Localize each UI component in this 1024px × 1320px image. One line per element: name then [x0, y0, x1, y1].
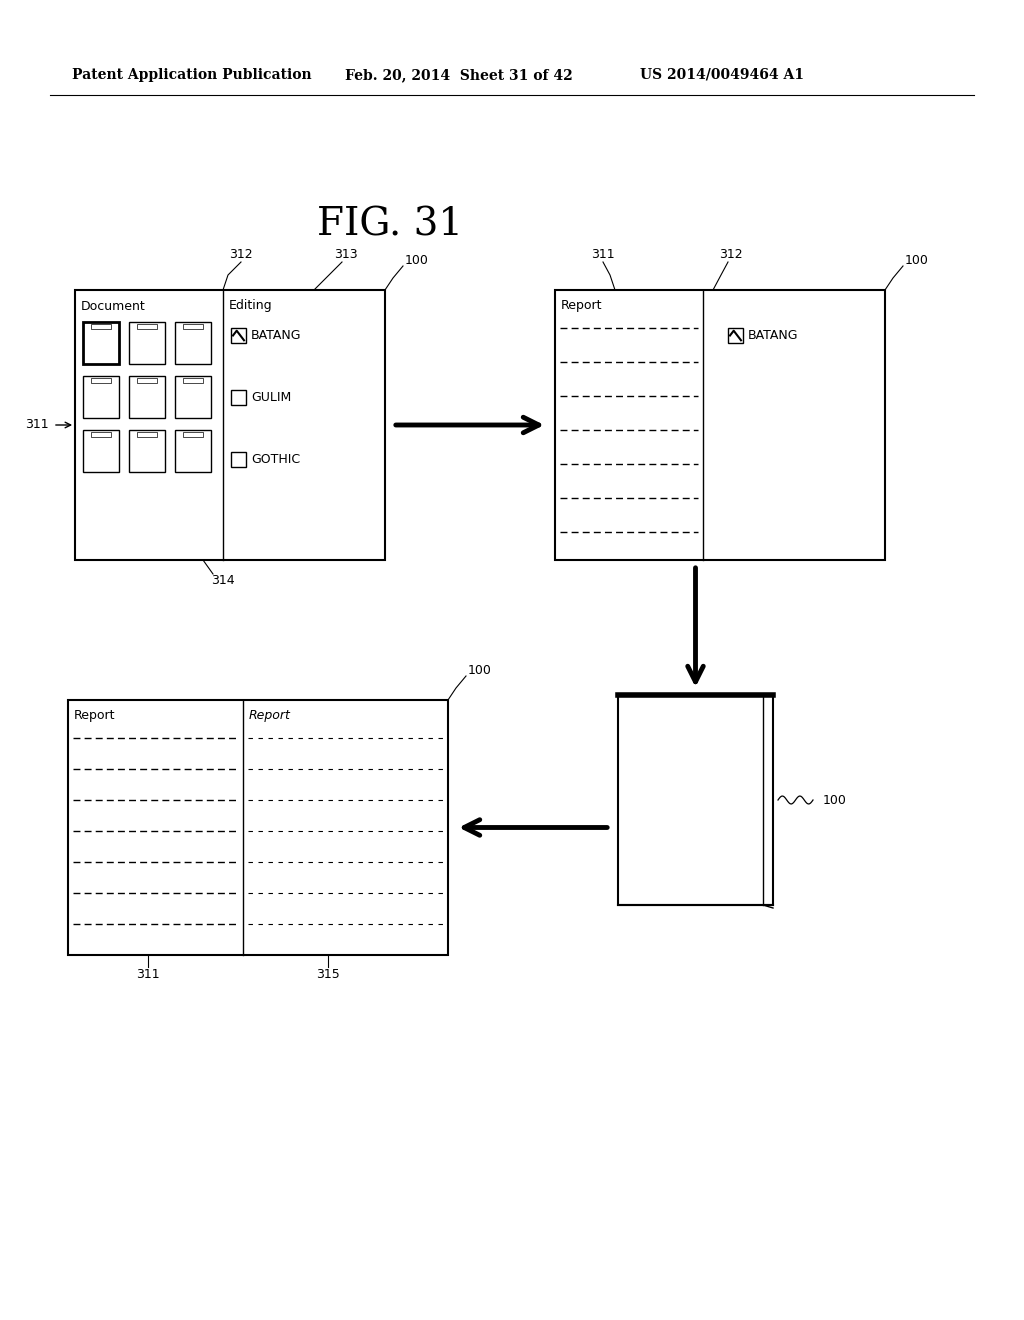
- Bar: [137, 432, 157, 437]
- Bar: [75, 290, 385, 560]
- Text: BATANG: BATANG: [251, 329, 301, 342]
- Bar: [83, 376, 119, 418]
- Text: 311: 311: [136, 969, 160, 982]
- Bar: [129, 430, 165, 473]
- Bar: [83, 322, 119, 364]
- Bar: [231, 451, 246, 467]
- Bar: [175, 430, 211, 473]
- Text: BATANG: BATANG: [748, 329, 799, 342]
- Text: GULIM: GULIM: [251, 391, 291, 404]
- Text: 312: 312: [229, 248, 253, 260]
- Text: 312: 312: [719, 248, 742, 260]
- Text: US 2014/0049464 A1: US 2014/0049464 A1: [640, 69, 804, 82]
- Text: Report: Report: [249, 710, 291, 722]
- Bar: [183, 323, 203, 329]
- Bar: [183, 378, 203, 383]
- Bar: [175, 376, 211, 418]
- Text: Patent Application Publication: Patent Application Publication: [72, 69, 311, 82]
- Bar: [231, 327, 246, 343]
- Text: FIG. 31: FIG. 31: [317, 206, 463, 243]
- Bar: [555, 290, 885, 560]
- Bar: [137, 323, 157, 329]
- Bar: [728, 327, 743, 343]
- Bar: [83, 430, 119, 473]
- Text: Document: Document: [81, 300, 145, 313]
- Text: 100: 100: [468, 664, 492, 676]
- Text: 314: 314: [211, 573, 234, 586]
- Bar: [68, 700, 449, 954]
- Text: 100: 100: [905, 253, 929, 267]
- Text: 315: 315: [316, 969, 340, 982]
- Bar: [183, 432, 203, 437]
- Bar: [175, 322, 211, 364]
- Text: 100: 100: [406, 253, 429, 267]
- Bar: [91, 323, 111, 329]
- Bar: [137, 378, 157, 383]
- Bar: [91, 378, 111, 383]
- Text: 311: 311: [591, 248, 614, 260]
- Text: GOTHIC: GOTHIC: [251, 453, 300, 466]
- Bar: [231, 389, 246, 405]
- Text: Report: Report: [561, 300, 602, 313]
- Bar: [618, 696, 773, 906]
- Bar: [129, 322, 165, 364]
- Bar: [91, 432, 111, 437]
- Text: 311: 311: [26, 418, 49, 432]
- Text: 313: 313: [334, 248, 357, 260]
- Text: 100: 100: [823, 793, 847, 807]
- Bar: [129, 376, 165, 418]
- Text: Editing: Editing: [229, 300, 272, 313]
- Text: Feb. 20, 2014  Sheet 31 of 42: Feb. 20, 2014 Sheet 31 of 42: [345, 69, 572, 82]
- Text: Report: Report: [74, 710, 116, 722]
